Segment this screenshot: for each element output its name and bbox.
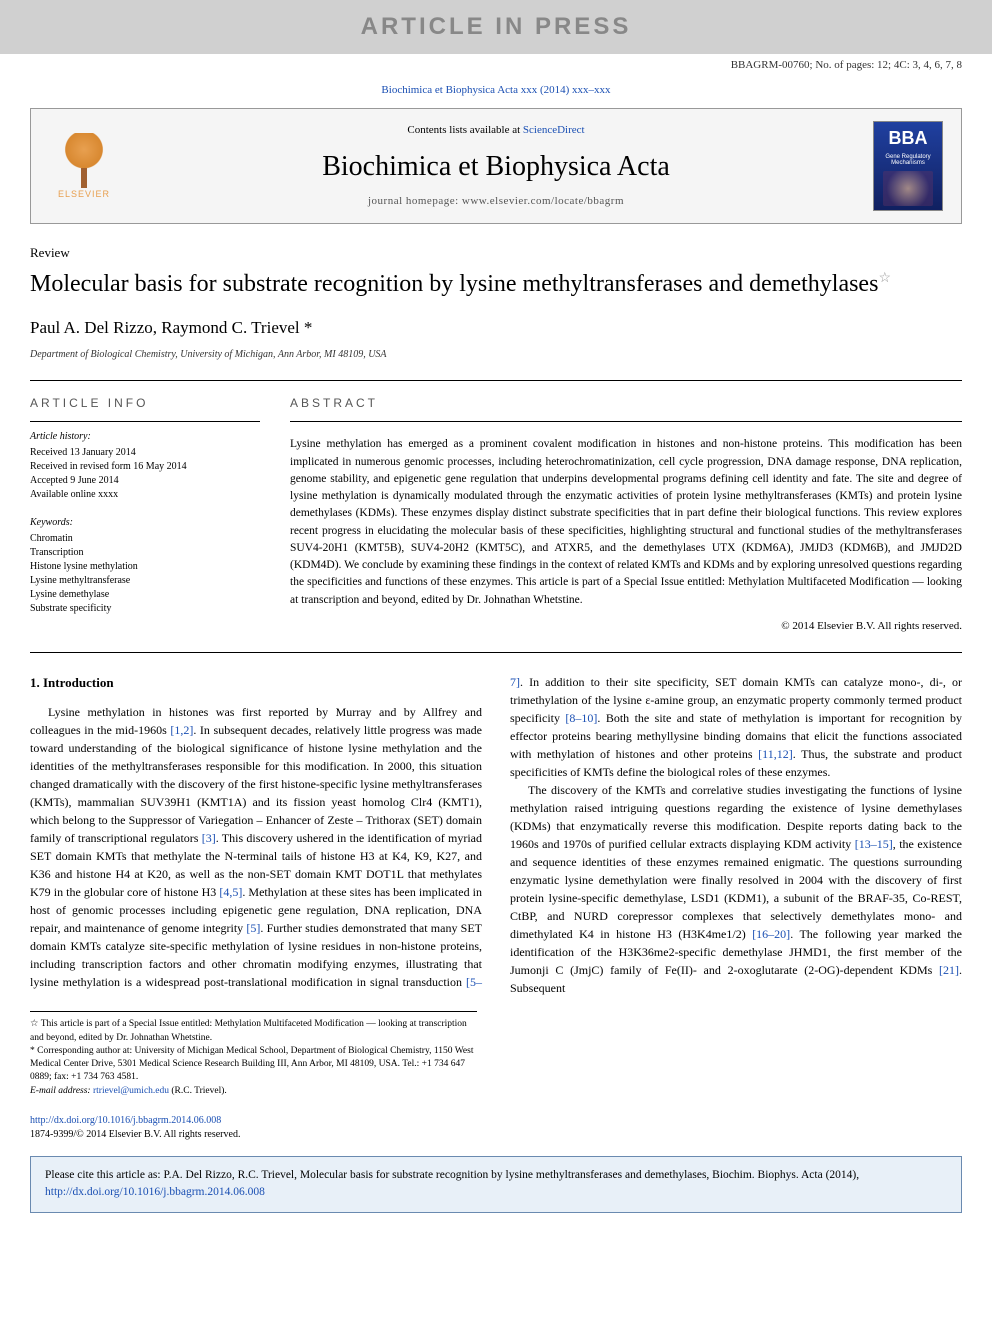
journal-header: ELSEVIER Contents lists available at Sci… [30,108,962,224]
keywords-title: Keywords: [30,516,260,530]
citation-link[interactable]: [3] [202,831,216,845]
divider [290,421,962,422]
bba-label: BBA [889,126,928,151]
abstract-label: ABSTRACT [290,395,962,412]
citation-link[interactable]: [21] [939,963,959,977]
history-line: Received in revised form 16 May 2014 [30,460,260,474]
journal-ref-link[interactable]: Biochimica et Biophysica Acta xxx (2014)… [381,84,610,96]
keyword: Histone lysine methylation [30,560,260,574]
sciencedirect-link[interactable]: ScienceDirect [523,124,585,136]
doi-link[interactable]: http://dx.doi.org/10.1016/j.bbagrm.2014.… [30,1115,221,1126]
footnote-email: E-mail address: rtrievel@umich.edu (R.C.… [30,1085,477,1098]
info-abstract-row: ARTICLE INFO Article history: Received 1… [30,395,962,635]
intro-para-2: The discovery of the KMTs and correlativ… [510,781,962,997]
history-line: Received 13 January 2014 [30,446,260,460]
elsevier-tree-icon [59,133,109,188]
divider [30,652,962,653]
footnotes: ☆ This article is part of a Special Issu… [30,1011,477,1098]
issn-copyright: 1874-9399/© 2014 Elsevier B.V. All right… [30,1128,962,1142]
bba-subtitle: Gene Regulatory Mechanisms [878,154,938,167]
bba-cover-badge: BBA Gene Regulatory Mechanisms [873,121,943,211]
intro-heading: 1. Introduction [30,673,482,693]
elsevier-label: ELSEVIER [58,188,110,201]
elsevier-logo: ELSEVIER [49,126,119,206]
email-link[interactable]: rtrievel@umich.edu [93,1086,169,1096]
doi-block: http://dx.doi.org/10.1016/j.bbagrm.2014.… [0,1114,992,1142]
cite-text: Please cite this article as: P.A. Del Ri… [45,1169,859,1181]
body-two-column: 1. Introduction Lysine methylation in hi… [30,673,962,997]
article-history-block: Article history: Received 13 January 201… [30,421,260,502]
keyword: Substrate specificity [30,602,260,616]
citation-link[interactable]: [16–20] [752,927,790,941]
divider [30,380,962,381]
citation-link[interactable]: [11,12] [758,747,793,761]
keyword: Lysine methyltransferase [30,574,260,588]
history-line: Available online xxxx [30,488,260,502]
footnote-corresponding: * Corresponding author at: University of… [30,1045,477,1085]
citation-link[interactable]: [4,5] [219,885,242,899]
copyright: © 2014 Elsevier B.V. All rights reserved… [290,619,962,634]
review-label: Review [30,244,962,262]
citation-link[interactable]: [13–15] [855,837,893,851]
article-title: Molecular basis for substrate recognitio… [30,269,962,300]
article-in-press-banner: ARTICLE IN PRESS [0,0,992,54]
keywords-block: Keywords: Chromatin Transcription Histon… [30,516,260,616]
article-info-label: ARTICLE INFO [30,395,260,412]
keyword: Transcription [30,546,260,560]
contents-lists-line: Contents lists available at ScienceDirec… [119,123,873,138]
history-title: Article history: [30,430,260,444]
keyword: Chromatin [30,532,260,546]
footnote-special-issue: ☆ This article is part of a Special Issu… [30,1018,477,1045]
citation-link[interactable]: [8–10] [565,711,597,725]
document-info: BBAGRM-00760; No. of pages: 12; 4C: 3, 4… [0,54,992,77]
title-footnote-star: ☆ [878,271,891,286]
affiliation: Department of Biological Chemistry, Univ… [30,348,962,362]
history-line: Accepted 9 June 2014 [30,474,260,488]
journal-reference: Biochimica et Biophysica Acta xxx (2014)… [0,77,992,108]
journal-title: Biochimica et Biophysica Acta [119,147,873,186]
article-title-text: Molecular basis for substrate recognitio… [30,271,878,297]
abstract-text: Lysine methylation has emerged as a prom… [290,436,962,609]
authors: Paul A. Del Rizzo, Raymond C. Trievel * [30,316,962,340]
bba-cover-image [883,171,933,207]
abstract-column: ABSTRACT Lysine methylation has emerged … [290,395,962,635]
citation-link[interactable]: [1,2] [170,723,193,737]
article-info-column: ARTICLE INFO Article history: Received 1… [30,395,260,635]
journal-homepage: journal homepage: www.elsevier.com/locat… [119,194,873,209]
citation-link[interactable]: [5] [246,921,260,935]
contents-prefix: Contents lists available at [407,124,522,136]
header-center: Contents lists available at ScienceDirec… [119,123,873,209]
keyword: Lysine demethylase [30,588,260,602]
please-cite-box: Please cite this article as: P.A. Del Ri… [30,1156,962,1213]
cite-doi-link[interactable]: http://dx.doi.org/10.1016/j.bbagrm.2014.… [45,1186,265,1198]
